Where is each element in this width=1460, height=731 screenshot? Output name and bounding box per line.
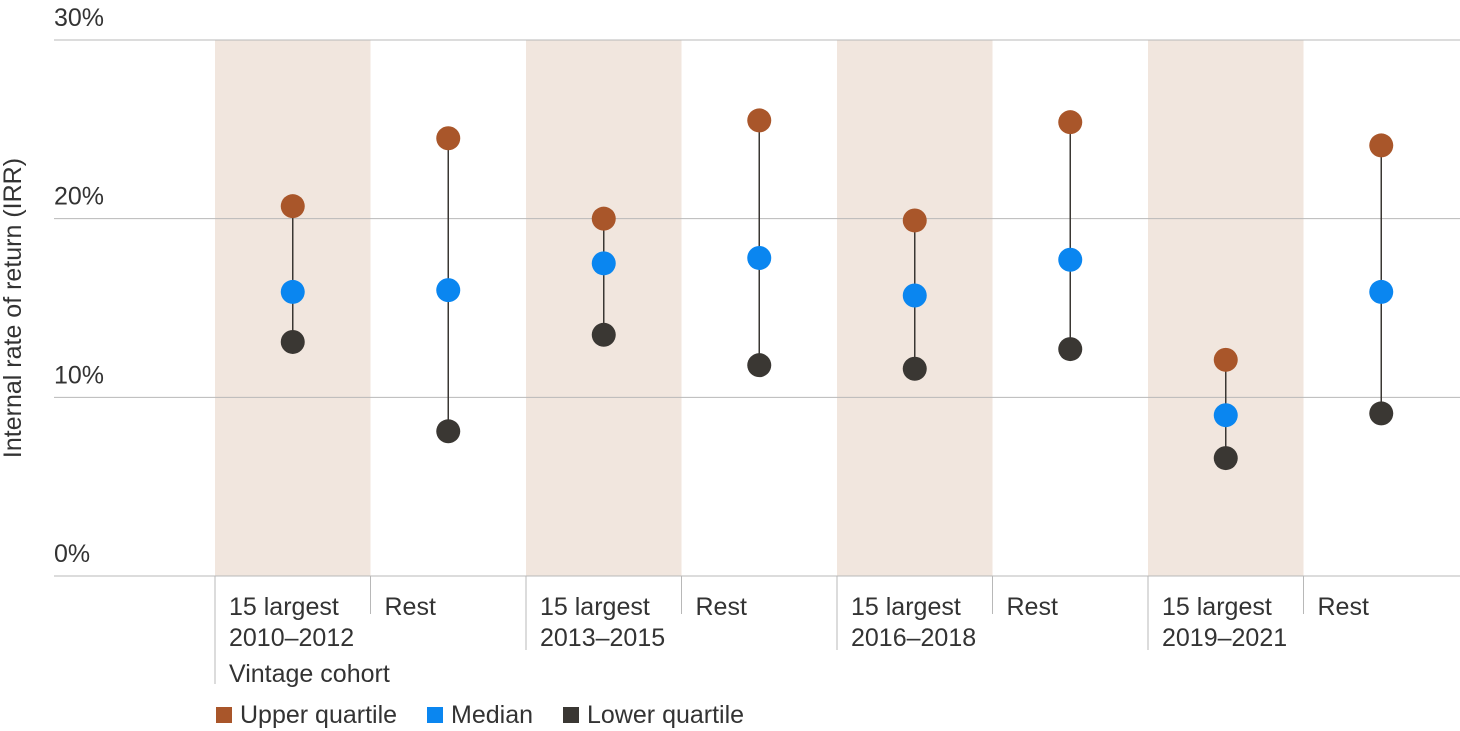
category-label-4: 15 largest	[851, 593, 961, 621]
category-label-7: Rest	[1318, 593, 1369, 621]
y-tick-label-2: 20%	[54, 183, 104, 211]
shade-band-3	[1148, 40, 1304, 576]
point-median-4	[902, 283, 927, 308]
category-label-6: 15 largest	[1162, 593, 1272, 621]
legend-swatch-lower-quartile	[563, 707, 580, 723]
point-upper-quartile-5	[1058, 110, 1083, 135]
y-tick-label-3: 30%	[54, 4, 104, 32]
point-upper-quartile-0	[280, 194, 305, 219]
point-upper-quartile-4	[902, 208, 927, 233]
point-median-3	[747, 245, 772, 270]
period-label-1: 2013–2015	[540, 624, 665, 652]
period-label-3: 2019–2021	[1162, 624, 1287, 652]
point-lower-quartile-3	[747, 353, 772, 378]
point-upper-quartile-1	[436, 126, 461, 151]
chart-svg: 0% 10% 20% 30% Internal rate of return (IRR)…	[0, 4, 1460, 688]
category-label-1: Rest	[385, 593, 436, 621]
point-upper-quartile-6	[1213, 347, 1238, 372]
legend-item-upper-quartile: Upper quartile	[216, 700, 397, 730]
point-lower-quartile-4	[902, 356, 927, 381]
legend-swatch-median	[427, 707, 444, 723]
legend-label-median: Median	[451, 701, 534, 729]
point-median-6	[1213, 403, 1238, 428]
legend-label-lower-quartile: Lower quartile	[587, 701, 745, 729]
y-axis-title: Internal rate of return (IRR)	[0, 158, 27, 458]
point-lower-quartile-6	[1213, 446, 1238, 471]
period-label-2: 2016–2018	[851, 624, 976, 652]
legend-swatch-upper-quartile	[216, 707, 232, 723]
point-upper-quartile-3	[747, 108, 772, 133]
point-lower-quartile-0	[280, 329, 305, 354]
category-label-3: Rest	[696, 593, 747, 621]
legend: Upper quartile Median Lower quartile	[216, 700, 744, 730]
legend-item-lower-quartile: Lower quartile	[563, 700, 744, 730]
y-tick-label-1: 10%	[54, 361, 104, 389]
category-label-0: 15 largest	[229, 593, 339, 621]
point-upper-quartile-2	[591, 206, 616, 231]
y-tick-label-0: 0%	[54, 540, 90, 568]
legend-item-median: Median	[427, 700, 533, 730]
category-label-2: 15 largest	[540, 593, 650, 621]
period-label-0: 2010–2012	[229, 624, 354, 652]
x-axis-title: Vintage cohort	[229, 660, 390, 688]
point-median-0	[280, 279, 305, 304]
point-median-1	[436, 278, 461, 303]
point-median-7	[1369, 279, 1394, 304]
point-lower-quartile-1	[436, 419, 461, 444]
point-upper-quartile-7	[1369, 133, 1394, 158]
point-median-5	[1058, 247, 1083, 272]
point-lower-quartile-5	[1058, 337, 1083, 362]
category-label-5: Rest	[1007, 593, 1058, 621]
point-lower-quartile-7	[1369, 401, 1394, 426]
point-median-2	[591, 251, 616, 276]
legend-label-upper-quartile: Upper quartile	[240, 701, 398, 729]
point-lower-quartile-2	[591, 322, 616, 347]
